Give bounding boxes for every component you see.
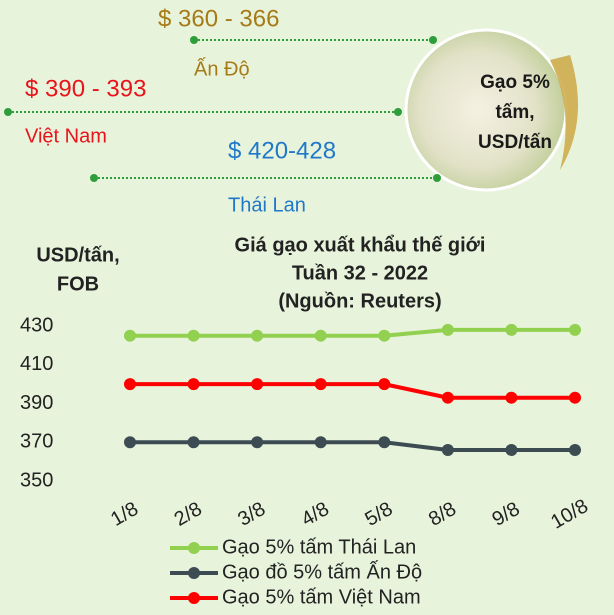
point xyxy=(251,329,264,342)
point xyxy=(441,391,454,404)
leader-dot xyxy=(4,108,12,116)
legend-label: Gạo đồ 5% tấm Ấn Độ xyxy=(222,560,422,583)
point xyxy=(187,329,200,342)
y-tick-label: 410 xyxy=(20,353,53,375)
point xyxy=(124,329,136,342)
point xyxy=(505,444,518,456)
point xyxy=(569,444,581,456)
point xyxy=(314,378,327,391)
legend-marker xyxy=(188,592,200,604)
point xyxy=(569,391,581,404)
point xyxy=(378,378,391,391)
point xyxy=(251,378,264,391)
y-tick-label: 390 xyxy=(20,392,53,414)
badge-circle xyxy=(404,28,568,192)
country-label: Việt Nam xyxy=(25,125,107,147)
price-label: $ 390 - 393 xyxy=(25,75,146,102)
y-axis-label: FOB xyxy=(57,273,99,295)
y-tick-label: 370 xyxy=(20,431,53,453)
point xyxy=(378,329,391,342)
leader-dot xyxy=(429,36,437,44)
y-tick-label: 430 xyxy=(20,314,53,336)
price-label: $ 420-428 xyxy=(228,137,336,164)
country-label: Ấn Độ xyxy=(194,57,250,80)
badge-text: Gạo 5% xyxy=(480,72,550,93)
rice-stalk xyxy=(550,55,578,170)
point xyxy=(569,323,581,336)
leader-dot xyxy=(190,36,198,44)
country-label: Thái Lan xyxy=(228,194,306,216)
point xyxy=(314,329,327,342)
chart-title: (Nguồn: Reuters) xyxy=(278,290,441,312)
badge-text: USD/tấn xyxy=(478,132,552,153)
point xyxy=(251,436,264,449)
series-line xyxy=(130,440,575,452)
leader-dot xyxy=(433,174,441,182)
point xyxy=(505,391,518,404)
point xyxy=(441,323,454,336)
legend-marker xyxy=(188,542,200,554)
point xyxy=(187,378,200,391)
chart-title: Tuần 32 - 2022 xyxy=(292,262,428,284)
leader-dot xyxy=(90,174,98,182)
legend-marker xyxy=(188,567,200,579)
point xyxy=(505,323,518,336)
series-line xyxy=(130,382,575,400)
point xyxy=(187,436,200,449)
price-label: $ 360 - 366 xyxy=(158,5,279,32)
point xyxy=(314,436,327,449)
legend-label: Gạo 5% tấm Việt Nam xyxy=(222,586,421,608)
point xyxy=(441,444,454,456)
leader-dot xyxy=(394,108,402,116)
point xyxy=(378,436,391,449)
y-tick-label: 350 xyxy=(20,469,53,491)
legend-label: Gạo 5% tấm Thái Lan xyxy=(222,536,416,558)
point xyxy=(124,378,136,391)
badge-text: tấm, xyxy=(495,102,534,123)
y-axis-label: USD/tấn, xyxy=(36,244,119,266)
chart-title: Giá gạo xuất khẩu thế giới xyxy=(235,234,486,256)
point xyxy=(124,436,136,449)
series-line xyxy=(130,327,575,338)
